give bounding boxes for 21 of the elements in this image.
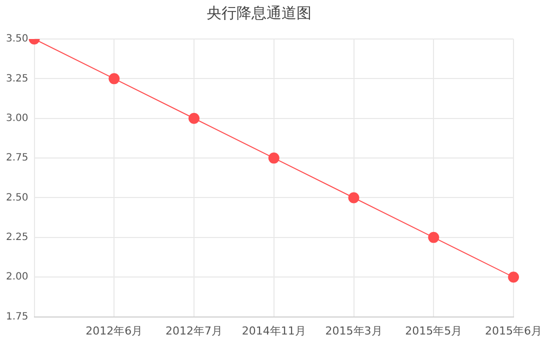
y-tick-label: 3.50 bbox=[6, 34, 28, 45]
y-tick-label: 3.25 bbox=[6, 73, 28, 84]
y-tick-label: 2.25 bbox=[6, 232, 28, 244]
chart-title: 央行降息通道图 bbox=[206, 4, 312, 22]
x-tick-label: 2014年11月 bbox=[242, 324, 306, 338]
x-tick-label: 2012年7月 bbox=[166, 324, 223, 338]
point bbox=[108, 73, 120, 84]
x-tick-label: 2015年3月 bbox=[325, 324, 382, 338]
point bbox=[508, 272, 520, 283]
x-tick-label: 2015年5月 bbox=[405, 324, 462, 338]
x-tick-label: 2015年6月 bbox=[485, 324, 542, 338]
point bbox=[348, 192, 360, 204]
y-tick-label: 2.00 bbox=[6, 272, 28, 283]
x-tick-label: 2012年6月 bbox=[86, 324, 143, 338]
y-tick-label: 2.75 bbox=[6, 152, 28, 164]
y-tick-label: 2.50 bbox=[6, 192, 28, 204]
point bbox=[428, 232, 440, 243]
point bbox=[188, 112, 200, 124]
y-tick-label: 3.00 bbox=[6, 112, 28, 124]
point bbox=[268, 152, 280, 164]
y-tick-label: 1.75 bbox=[6, 311, 28, 322]
